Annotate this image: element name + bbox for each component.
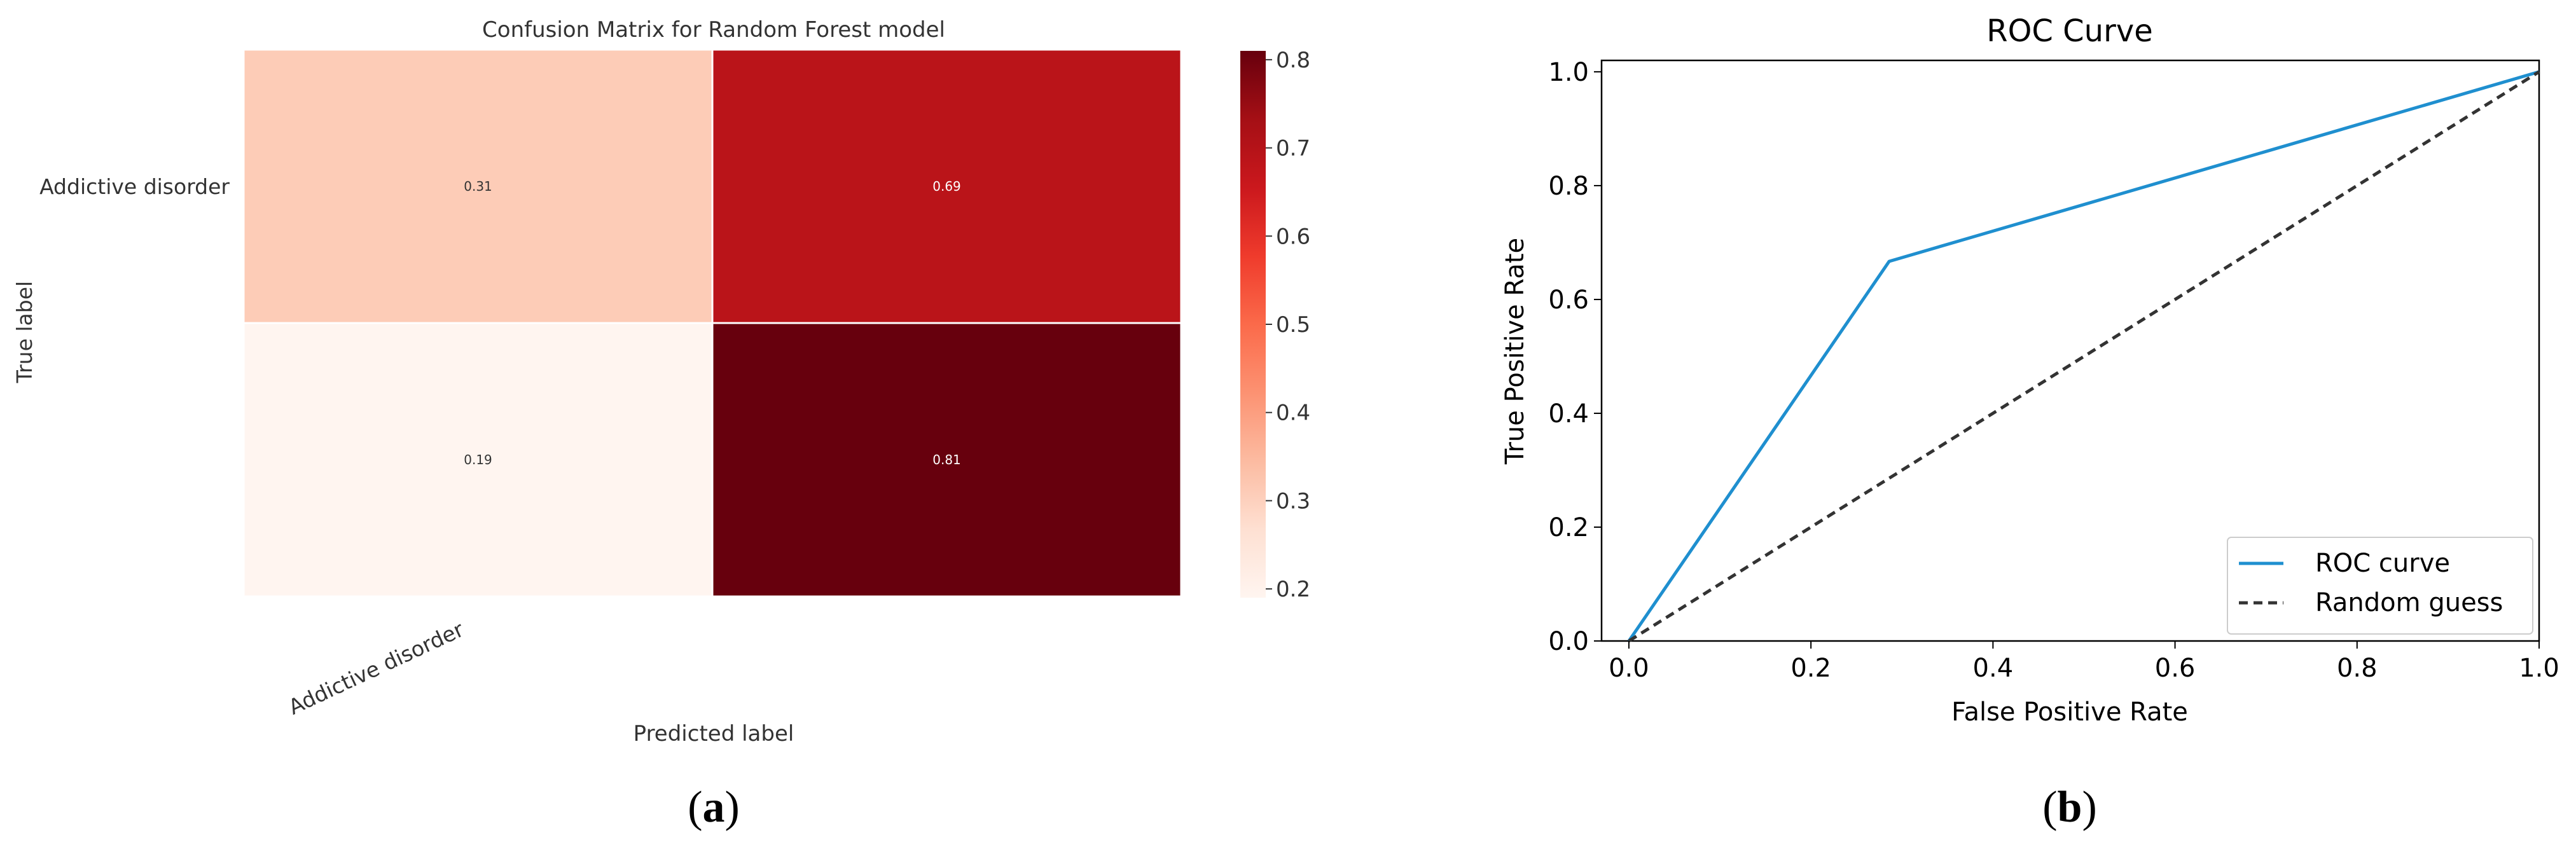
roc-series-lines	[1627, 70, 2540, 643]
panel-letter-b: b	[2058, 783, 2082, 832]
y-tick-label: 0.2	[1548, 513, 1589, 542]
colorbar-ticks: 0.2 0.3 0.4 0.5 0.6 0.7 0.8	[1266, 48, 1310, 602]
y-tick-label: 0.6	[1548, 286, 1589, 315]
panel-paren-close-b: )	[2082, 783, 2096, 832]
colorbar-tick-label: 0.8	[1276, 48, 1310, 73]
confusion-matrix-row-labels: Addictive disorder	[39, 174, 230, 199]
panel-paren-open-b: (	[2042, 783, 2057, 832]
roc-legend-box	[2227, 537, 2533, 635]
panel-letter-a: a	[703, 783, 725, 832]
colorbar-tick-label: 0.3	[1276, 488, 1310, 514]
legend-label-random-guess: Random guess	[2315, 588, 2503, 617]
y-tick-label: 0.4	[1548, 399, 1589, 429]
colorbar-tick-label: 0.2	[1276, 577, 1310, 602]
panel-label-b: (b)	[2042, 783, 2097, 832]
confusion-matrix-y-axis-label: True label	[12, 281, 37, 383]
row-label-addictive-disorder: Addictive disorder	[39, 174, 230, 199]
matrix-cell-label-r1-c0: 0.19	[464, 452, 492, 467]
y-tick-label: 0.0	[1548, 627, 1589, 656]
x-tick-label: 0.6	[2155, 654, 2196, 683]
panel-paren-open-a: (	[688, 783, 702, 832]
confusion-matrix-cell-labels: 0.31 0.69 0.19 0.81	[464, 179, 961, 467]
y-tick-label: 1.0	[1548, 58, 1589, 87]
x-tick-label: 0.4	[1973, 654, 2014, 683]
matrix-cell-r0-c1	[711, 48, 1182, 324]
roc-x-axis-label: False Positive Rate	[1951, 698, 2188, 727]
matrix-cell-r1-c1	[711, 322, 1182, 598]
roc-panel: ROC Curve 0.0 0.2 0.4 0.6 0.8 1.0 0.00.20.40.…	[1500, 13, 2559, 727]
y-tick-label: 0.8	[1548, 172, 1589, 201]
roc-legend: ROC curve Random guess	[2227, 537, 2533, 635]
x-tick-label: 0.0	[1609, 654, 1649, 683]
confusion-matrix-x-axis-label: Predicted label	[634, 721, 794, 747]
series-line-random-guess	[1628, 70, 2540, 643]
roc-y-ticks: 0.0 0.2 0.4 0.6 0.8 1.0	[1548, 58, 1602, 656]
panel-paren-close-a: )	[725, 783, 740, 832]
colorbar-tick-label: 0.7	[1276, 136, 1310, 162]
panel-label-a: (a)	[688, 783, 740, 832]
confusion-matrix-title: Confusion Matrix for Random Forest model	[482, 17, 945, 43]
matrix-cell-r0-c0	[242, 48, 714, 324]
colorbar-tick-label: 0.6	[1276, 224, 1310, 249]
colorbar-tick-label: 0.5	[1276, 312, 1310, 338]
legend-label-roc-curve: ROC curve	[2315, 549, 2450, 578]
series-line-roc-curve	[1627, 70, 2540, 642]
colorbar	[1240, 51, 1266, 598]
roc-y-axis-label: True Positive Rate	[1500, 238, 1530, 465]
roc-axes-frame	[1600, 59, 2540, 642]
matrix-cell-label-r1-c1: 0.81	[932, 452, 961, 467]
matrix-cell-r1-c0	[242, 322, 714, 598]
matrix-cell-label-r0-c0: 0.31	[464, 179, 492, 194]
x-tick-label: 0.2	[1790, 654, 1831, 683]
x-tick-label: 0.8	[2337, 654, 2378, 683]
roc-x-ticks: 0.0 0.2 0.4 0.6 0.8 1.0	[1609, 641, 2559, 683]
x-tick-label: 1.0	[2519, 654, 2559, 683]
matrix-cell-label-r0-c1: 0.69	[932, 179, 961, 194]
colorbar-tick-label: 0.4	[1276, 401, 1310, 426]
roc-title: ROC Curve	[1986, 13, 2153, 49]
confusion-matrix-cells	[242, 48, 1182, 598]
